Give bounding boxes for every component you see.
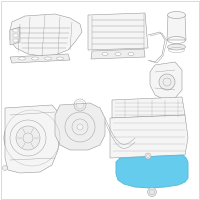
Polygon shape (167, 15, 186, 40)
Ellipse shape (115, 52, 121, 55)
Circle shape (77, 124, 83, 130)
Polygon shape (13, 39, 18, 42)
Circle shape (16, 126, 40, 150)
Polygon shape (91, 49, 145, 59)
Polygon shape (10, 54, 70, 63)
Polygon shape (112, 97, 185, 118)
Polygon shape (110, 115, 188, 158)
Polygon shape (55, 103, 105, 150)
Circle shape (148, 188, 156, 196)
Polygon shape (88, 13, 148, 50)
Circle shape (2, 166, 8, 170)
Polygon shape (13, 34, 18, 37)
Ellipse shape (168, 44, 186, 50)
Polygon shape (5, 105, 60, 173)
Ellipse shape (128, 52, 134, 55)
Polygon shape (13, 29, 18, 32)
Polygon shape (10, 27, 20, 45)
Ellipse shape (18, 57, 26, 60)
Ellipse shape (168, 11, 186, 19)
Polygon shape (116, 155, 188, 188)
Circle shape (145, 153, 151, 159)
Circle shape (4, 114, 52, 162)
Polygon shape (150, 62, 182, 100)
Ellipse shape (102, 52, 108, 55)
Ellipse shape (32, 57, 38, 60)
Circle shape (159, 74, 175, 90)
Polygon shape (10, 14, 82, 56)
Ellipse shape (57, 57, 64, 60)
Ellipse shape (44, 57, 52, 60)
